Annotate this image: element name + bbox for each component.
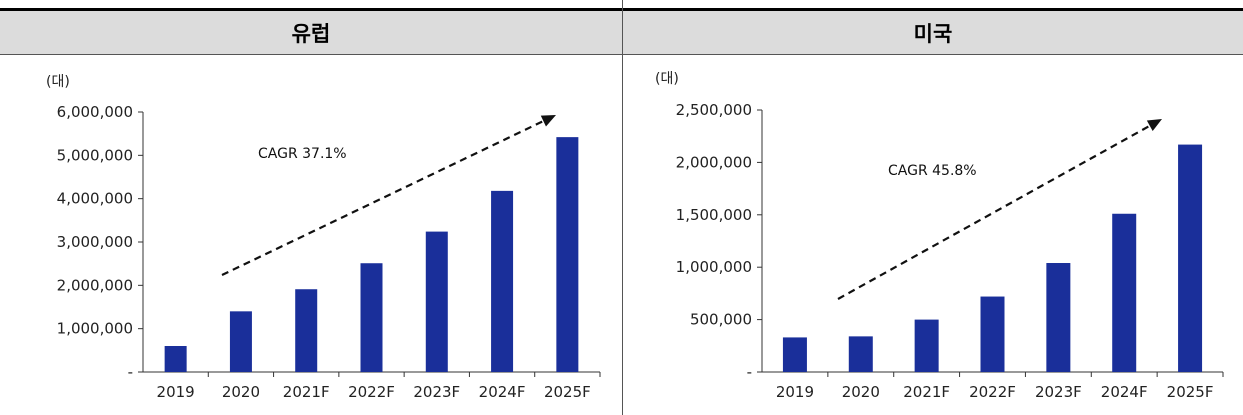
y-unit-label: (대)	[655, 71, 679, 87]
bar-2020	[229, 311, 252, 372]
x-tick-label: 2023F	[413, 383, 460, 401]
y-tick-label: -	[128, 363, 133, 381]
us-bar-chart: (대) - 500,000 1,000,000 1,500,000 2,000,000 2,…	[655, 71, 1224, 401]
trend-arrow-head	[1146, 119, 1162, 132]
x-tick-label: 2021F	[283, 383, 330, 401]
y-tick-label: -	[747, 363, 752, 381]
x-tick-label: 2022F	[969, 383, 1016, 401]
x-tick-label: 2023F	[1035, 383, 1082, 401]
x-tick-label: 2020	[222, 383, 260, 401]
bar-2024F	[1112, 213, 1137, 372]
y-tick-label: 6,000,000	[57, 103, 133, 121]
bar-2023F	[425, 231, 448, 372]
bar-2020	[848, 336, 873, 372]
trend-arrow-head	[540, 115, 556, 127]
y-tick-label: 1,000,000	[676, 258, 752, 276]
x-tick-label: 2020	[842, 383, 880, 401]
bar-2021F	[914, 319, 939, 372]
y-tick-label: 4,000,000	[57, 190, 133, 208]
y-tick-label: 1,500,000	[676, 206, 752, 224]
trend-arrow-line	[837, 124, 1151, 300]
x-tick-label: 2024F	[1101, 383, 1148, 401]
x-tick-label: 2025F	[544, 383, 591, 401]
us-panel-header: 미국	[623, 8, 1243, 55]
bar-2023F	[1046, 263, 1071, 372]
bar-2024F	[491, 190, 514, 372]
x-tick-label: 2025F	[1167, 383, 1214, 401]
europe-panel: 유럽 (대) - 1,000,000 2,000,000 3,000,000 4,000,…	[0, 8, 622, 401]
x-tick-label: 2019	[157, 383, 195, 401]
x-tick-label: 2021F	[903, 383, 950, 401]
europe-panel-header: 유럽	[0, 8, 622, 55]
y-tick-label: 2,000,000	[57, 276, 133, 294]
y-tick-label: 2,500,000	[676, 101, 752, 119]
x-tick-label: 2022F	[348, 383, 395, 401]
cagr-annotation: CAGR 37.1%	[258, 146, 347, 162]
y-tick-label: 2,000,000	[676, 153, 752, 171]
bar-2019	[164, 346, 187, 372]
bar-2025F	[1178, 144, 1203, 372]
bar-2019	[782, 337, 807, 372]
y-tick-label: 3,000,000	[57, 233, 133, 251]
y-tick-label: 5,000,000	[57, 146, 133, 164]
bar-2022F	[980, 296, 1005, 372]
y-tick-label: 1,000,000	[57, 320, 133, 338]
bar-2021F	[295, 289, 318, 372]
us-panel: 미국 (대) - 500,000 1,000,000 1,500,000 2,000,00…	[622, 0, 1243, 415]
y-tick-label: 500,000	[690, 311, 752, 329]
x-tick-label: 2019	[776, 383, 814, 401]
cagr-annotation: CAGR 45.8%	[888, 163, 977, 179]
europe-bar-chart: (대) - 1,000,000 2,000,000 3,000,000 4,000,000…	[46, 74, 601, 401]
y-unit-label: (대)	[46, 74, 70, 90]
x-tick-label: 2024F	[479, 383, 526, 401]
bar-2025F	[556, 137, 579, 372]
bar-2022F	[360, 263, 383, 372]
